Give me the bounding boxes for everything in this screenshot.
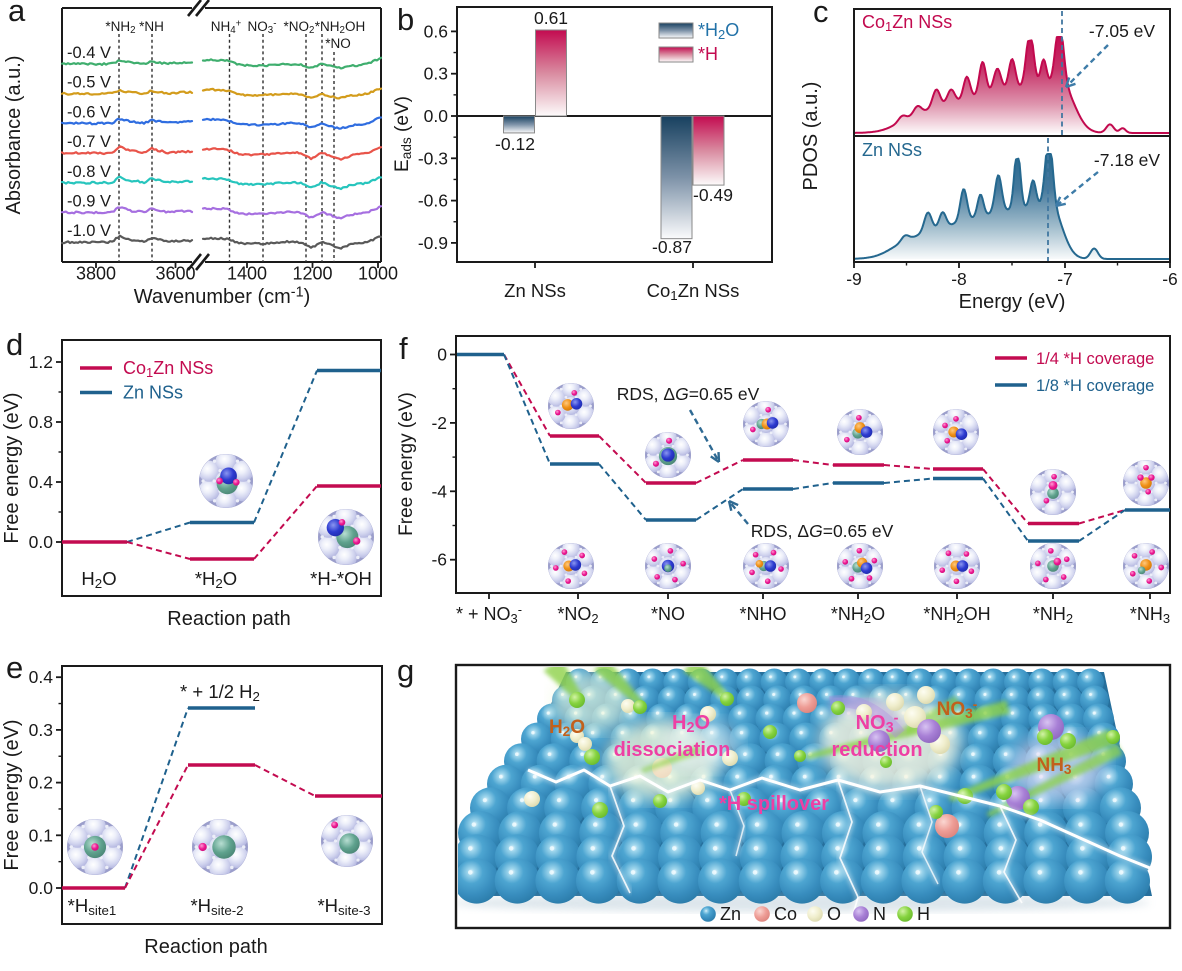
svg-text:d: d — [6, 327, 23, 362]
svg-text:1/4 *H coverage: 1/4 *H coverage — [1036, 350, 1154, 368]
svg-text:dissociation: dissociation — [614, 739, 731, 761]
svg-text:e: e — [6, 650, 23, 685]
svg-text:*NO: *NO — [651, 604, 685, 624]
svg-text:0.0: 0.0 — [29, 532, 54, 552]
svg-text:O: O — [827, 904, 841, 924]
svg-text:1000: 1000 — [358, 264, 398, 284]
svg-text:Co1​Zn NSs: Co1​Zn NSs — [647, 280, 740, 303]
svg-text:*H spillover: *H spillover — [719, 793, 829, 815]
svg-text:Absorbance (a.u.): Absorbance (a.u.) — [3, 56, 25, 215]
svg-text:-0.8 V: -0.8 V — [67, 163, 111, 181]
svg-text:-0.87: -0.87 — [652, 237, 692, 257]
svg-text:3800: 3800 — [76, 264, 116, 284]
svg-text:Zn NSs: Zn NSs — [504, 280, 566, 301]
svg-text:Co: Co — [774, 904, 797, 924]
svg-text:RDS, ΔG=0.65 eV: RDS, ΔG=0.65 eV — [751, 521, 894, 541]
svg-text:*NHO: *NHO — [739, 604, 786, 624]
svg-text:-0.6: -0.6 — [418, 191, 448, 211]
svg-text:Co1​Zn NSs: Co1​Zn NSs — [862, 12, 952, 34]
svg-text:0: 0 — [437, 345, 447, 365]
svg-text:N: N — [873, 904, 886, 924]
svg-text:-7.18 eV: -7.18 eV — [1094, 150, 1160, 170]
svg-text:Free energy (eV): Free energy (eV) — [1, 719, 23, 870]
svg-text:0.61: 0.61 — [534, 8, 568, 28]
svg-text:Zn: Zn — [720, 904, 741, 924]
svg-text:a: a — [8, 0, 26, 28]
svg-text:-8: -8 — [951, 269, 967, 289]
svg-text:-0.9: -0.9 — [418, 233, 448, 253]
svg-text:1.2: 1.2 — [29, 352, 53, 372]
svg-text:-7.05 eV: -7.05 eV — [1089, 21, 1155, 41]
svg-text:Zn NSs: Zn NSs — [862, 140, 922, 160]
svg-text:RDS, ΔG=0.65 eV: RDS, ΔG=0.65 eV — [617, 384, 760, 404]
svg-text:Reaction path: Reaction path — [167, 608, 290, 630]
svg-text:H: H — [917, 904, 930, 924]
svg-text:b: b — [397, 2, 414, 37]
svg-text:Co1​Zn NSs: Co1​Zn NSs — [123, 358, 213, 380]
svg-text:Zn NSs: Zn NSs — [123, 383, 183, 403]
svg-text:1/8 *H coverage: 1/8 *H coverage — [1036, 377, 1154, 395]
svg-text:-1.0 V: -1.0 V — [67, 222, 111, 240]
svg-text:0.6: 0.6 — [424, 21, 448, 41]
svg-text:Energy (eV): Energy (eV) — [959, 291, 1066, 313]
svg-text:0.0: 0.0 — [29, 878, 54, 898]
svg-text:*H: *H — [698, 44, 718, 64]
svg-text:* + 1/2 H2​: * + 1/2 H2​ — [180, 681, 260, 704]
svg-text:-0.49: -0.49 — [693, 185, 733, 205]
svg-text:-0.5 V: -0.5 V — [67, 74, 111, 92]
svg-text:0.0: 0.0 — [424, 106, 449, 126]
svg-text:-4: -4 — [431, 481, 447, 501]
svg-text:1400: 1400 — [227, 264, 267, 284]
svg-text:Wavenumber (cm-1​): Wavenumber (cm-1​) — [134, 285, 311, 308]
svg-text:0.1: 0.1 — [29, 825, 53, 845]
svg-text:*NH: *NH — [139, 19, 164, 34]
svg-text:-6: -6 — [431, 550, 447, 570]
svg-text:*NO: *NO — [325, 36, 351, 51]
svg-text:-0.3: -0.3 — [418, 148, 448, 168]
svg-text:-0.4 V: -0.4 V — [67, 44, 111, 62]
svg-text:-2: -2 — [431, 413, 447, 433]
svg-text:reduction: reduction — [831, 739, 922, 761]
svg-text:f: f — [399, 331, 408, 366]
svg-text:Reaction path: Reaction path — [144, 936, 267, 958]
svg-text:1200: 1200 — [292, 264, 332, 284]
svg-text:-0.9 V: -0.9 V — [67, 193, 111, 211]
svg-text:c: c — [813, 0, 829, 29]
svg-text:Free energy (eV): Free energy (eV) — [396, 392, 417, 536]
svg-text:*H-*OH: *H-*OH — [310, 568, 372, 589]
svg-text:3600: 3600 — [155, 264, 195, 284]
svg-text:0.3: 0.3 — [29, 720, 53, 740]
svg-text:0.2: 0.2 — [29, 773, 53, 793]
svg-text:0.4: 0.4 — [29, 472, 54, 492]
svg-text:-0.12: -0.12 — [495, 134, 535, 154]
svg-text:-0.7 V: -0.7 V — [67, 133, 111, 151]
svg-text:-0.6 V: -0.6 V — [67, 103, 111, 121]
svg-text:PDOS (a.u.): PDOS (a.u.) — [800, 82, 822, 191]
svg-text:Eads​ (eV): Eads​ (eV) — [392, 96, 414, 172]
svg-text:0.3: 0.3 — [424, 64, 448, 84]
svg-text:-9: -9 — [846, 269, 862, 289]
svg-text:g: g — [397, 653, 414, 688]
svg-text:0.8: 0.8 — [29, 412, 53, 432]
svg-text:-6: -6 — [1162, 269, 1178, 289]
svg-text:*NH2​O: *NH2​O — [831, 604, 885, 626]
svg-text:0.4: 0.4 — [29, 667, 54, 687]
svg-text:Free energy (eV): Free energy (eV) — [1, 392, 23, 543]
svg-text:-7: -7 — [1057, 269, 1073, 289]
